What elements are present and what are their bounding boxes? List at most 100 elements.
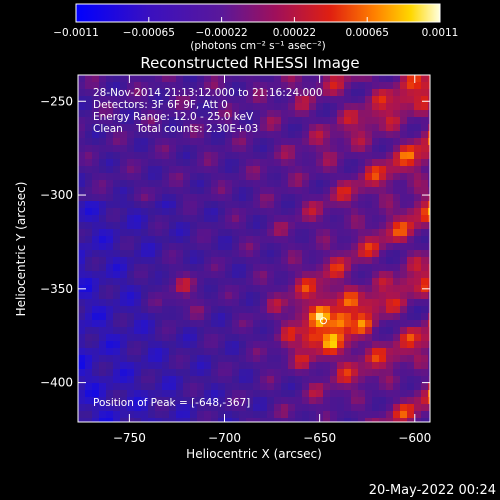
heatmap-cell [106, 243, 113, 250]
heatmap-cell [232, 110, 239, 117]
heatmap-cell [169, 411, 176, 418]
heatmap-cell [120, 222, 127, 229]
heatmap-cell [302, 397, 309, 404]
heatmap-cell [344, 145, 351, 152]
heatmap-cell [120, 82, 127, 89]
heatmap-cell [400, 173, 407, 180]
heatmap-cell [330, 89, 337, 96]
heatmap-cell [169, 236, 176, 243]
heatmap-cell [267, 341, 274, 348]
heatmap-cell [141, 271, 148, 278]
heatmap-cell [274, 89, 281, 96]
heatmap-cell [211, 411, 218, 418]
heatmap-cell [372, 278, 379, 285]
heatmap-cell [246, 89, 253, 96]
heatmap-cell [204, 159, 211, 166]
heatmap-cell [267, 201, 274, 208]
heatmap-cell [246, 103, 253, 110]
heatmap-cell [295, 229, 302, 236]
heatmap-cell [218, 194, 225, 201]
heatmap-cell [99, 117, 106, 124]
heatmap-cell [393, 362, 400, 369]
heatmap-cell [316, 229, 323, 236]
heatmap-cell [302, 299, 309, 306]
heatmap-cell [379, 222, 386, 229]
heatmap-cell [351, 89, 358, 96]
heatmap-cell [295, 348, 302, 355]
heatmap-cell [316, 103, 323, 110]
heatmap-cell [141, 376, 148, 383]
heatmap-cell [407, 82, 414, 89]
heatmap-cell [176, 208, 183, 215]
heatmap-cell [197, 278, 204, 285]
heatmap-cell [239, 117, 246, 124]
heatmap-cell [218, 138, 225, 145]
heatmap-cell [302, 334, 309, 341]
heatmap-cell [92, 159, 99, 166]
heatmap-cell [127, 264, 134, 271]
heatmap-cell [85, 124, 92, 131]
heatmap-cell [260, 250, 267, 257]
heatmap-cell [120, 236, 127, 243]
heatmap-cell [204, 138, 211, 145]
heatmap-cell [204, 306, 211, 313]
heatmap-cell [190, 320, 197, 327]
heatmap-cell [197, 341, 204, 348]
heatmap-cell [218, 320, 225, 327]
heatmap-cell [253, 355, 260, 362]
heatmap-cell [162, 82, 169, 89]
heatmap-cell [218, 292, 225, 299]
heatmap-cell [414, 313, 421, 320]
heatmap-cell [344, 180, 351, 187]
heatmap-cell [379, 306, 386, 313]
heatmap-cell [358, 96, 365, 103]
heatmap-cell [358, 159, 365, 166]
heatmap-cell [372, 362, 379, 369]
heatmap-cell [239, 180, 246, 187]
colorbar-tick-label: 0.0011 [422, 27, 459, 39]
heatmap-cell [183, 250, 190, 257]
heatmap-cell [344, 418, 351, 422]
heatmap-cell [351, 145, 358, 152]
heatmap-cell [141, 96, 148, 103]
heatmap-cell [400, 278, 407, 285]
heatmap-cell [365, 355, 372, 362]
heatmap-cell [358, 138, 365, 145]
heatmap-cell [239, 306, 246, 313]
heatmap-cell [246, 271, 253, 278]
heatmap-cell [190, 327, 197, 334]
heatmap-cell [78, 145, 85, 152]
heatmap-cell [239, 243, 246, 250]
heatmap-cell [78, 75, 85, 82]
heatmap-cell [337, 159, 344, 166]
heatmap-cell [267, 271, 274, 278]
heatmap-cell [134, 159, 141, 166]
heatmap-cell [407, 180, 414, 187]
heatmap-cell [106, 313, 113, 320]
heatmap-cell [274, 271, 281, 278]
heatmap-cell [358, 103, 365, 110]
heatmap-cell [99, 159, 106, 166]
heatmap-cell [288, 173, 295, 180]
heatmap-cell [239, 222, 246, 229]
heatmap-cell [232, 264, 239, 271]
heatmap-cell [281, 348, 288, 355]
heatmap-cell [295, 278, 302, 285]
heatmap-cell [421, 110, 428, 117]
heatmap-cell [295, 418, 302, 422]
heatmap-cell [337, 334, 344, 341]
heatmap-cell [414, 369, 421, 376]
heatmap-cell [211, 418, 218, 422]
heatmap-cell [85, 327, 92, 334]
heatmap-cell [190, 110, 197, 117]
heatmap-cell [148, 285, 155, 292]
heatmap-cell [372, 117, 379, 124]
heatmap-cell [246, 362, 253, 369]
heatmap-cell [288, 131, 295, 138]
heatmap-cell [155, 96, 162, 103]
heatmap-cell [323, 110, 330, 117]
heatmap-cell [309, 362, 316, 369]
heatmap-cell [197, 327, 204, 334]
heatmap-cell [295, 215, 302, 222]
heatmap-cell [190, 96, 197, 103]
